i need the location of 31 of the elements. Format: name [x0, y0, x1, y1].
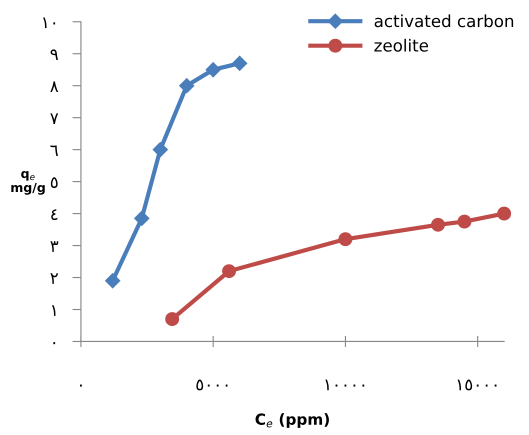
y-tick-label: ٥ — [50, 177, 58, 188]
x-tick-label: ١٠٠٠٠ — [325, 380, 364, 390]
point — [152, 142, 168, 158]
point — [206, 62, 221, 78]
y-axis-title: q$_{e}$ mg/g — [11, 170, 45, 195]
x-tick-label: ٠ — [80, 384, 82, 387]
y-tick-label: ٣ — [50, 241, 58, 252]
point — [232, 56, 248, 71]
y-tick-label: ٠ — [53, 342, 56, 344]
point — [497, 206, 512, 221]
y-tick-label: ١٠ — [43, 18, 56, 28]
point — [134, 210, 150, 226]
legend-label: activated carbon — [374, 14, 514, 28]
point — [458, 214, 472, 229]
point — [165, 312, 180, 326]
point — [338, 232, 352, 246]
x-tick-label: ١٥٠٠٠ — [458, 380, 496, 390]
y-tick-label: ١ — [52, 305, 56, 316]
point — [179, 78, 194, 94]
point — [105, 273, 120, 288]
y-tick-label: ٩ — [50, 49, 58, 60]
point — [222, 264, 236, 278]
y-tick-label: ٤ — [51, 209, 58, 220]
legend-label: zeolite — [374, 38, 428, 52]
y-tick-label: ٦ — [50, 145, 58, 156]
y-tick-label: ٢ — [50, 273, 58, 284]
y-tick-label: ٧ — [50, 113, 58, 124]
x-tick-label: ٥٠٠٠ — [196, 380, 228, 390]
point — [431, 218, 445, 232]
y-tick-label: ٨ — [50, 81, 58, 92]
x-axis-title: C$_{e}$ (ppm) — [256, 413, 329, 428]
